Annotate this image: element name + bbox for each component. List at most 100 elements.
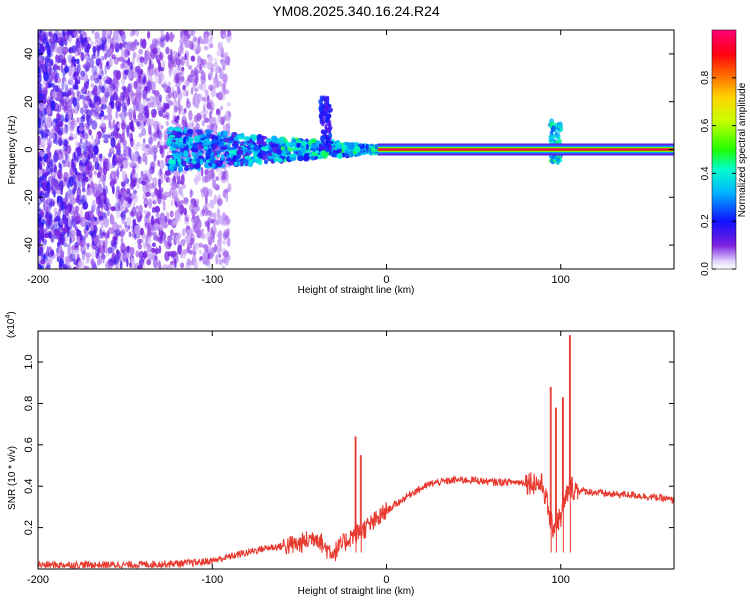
signal-cell xyxy=(211,148,216,152)
noise-cell xyxy=(112,92,118,101)
noise-cell xyxy=(156,237,161,243)
noise-cell xyxy=(173,115,177,122)
noise-cell xyxy=(82,113,86,119)
noise-cell xyxy=(53,189,56,198)
noise-cell xyxy=(221,176,227,184)
spectrogram-x-axis-label: Height of straight line (km) xyxy=(298,285,415,296)
noise-cell xyxy=(177,206,181,213)
noise-cell xyxy=(46,61,50,69)
spike-cell xyxy=(325,146,329,153)
noise-cell xyxy=(50,249,55,257)
spectrogram-x-tick-label: 0 xyxy=(383,274,389,286)
noise-cell xyxy=(44,200,48,212)
noise-cell xyxy=(225,192,229,203)
noise-cell xyxy=(227,30,232,37)
noise-cell xyxy=(196,86,200,92)
noise-cell xyxy=(109,147,115,153)
noise-cell xyxy=(68,204,75,215)
noise-cell xyxy=(208,84,214,91)
noise-cell xyxy=(38,135,41,146)
signal-cell xyxy=(209,159,215,165)
noise-cell xyxy=(203,117,210,123)
noise-cell xyxy=(38,97,43,103)
noise-cell xyxy=(75,37,80,44)
noise-cell xyxy=(152,200,157,205)
noise-cell xyxy=(190,43,194,50)
noise-cell xyxy=(146,258,152,266)
noise-cell xyxy=(111,250,115,261)
colorbar-tick-label: 0.4 xyxy=(700,166,711,180)
noise-cell xyxy=(77,62,81,74)
noise-cell xyxy=(89,57,95,69)
noise-cell xyxy=(117,201,121,212)
noise-cell xyxy=(44,227,48,233)
noise-cell xyxy=(91,65,98,76)
noise-cell xyxy=(126,98,130,105)
noise-cell xyxy=(198,249,202,255)
noise-cell xyxy=(144,155,148,166)
noise-cell xyxy=(99,245,106,255)
noise-cell xyxy=(47,45,51,51)
noise-cell xyxy=(80,206,83,218)
noise-cell xyxy=(205,194,208,205)
noise-cell xyxy=(142,101,147,107)
noise-cell xyxy=(114,79,120,89)
noise-cell xyxy=(78,165,84,171)
noise-cell xyxy=(97,254,102,263)
noise-cell xyxy=(136,181,140,189)
noise-cell xyxy=(157,141,161,148)
noise-cell xyxy=(119,229,126,236)
noise-cell xyxy=(203,244,207,252)
colorbar: 0.0 0.2 0.4 0.6 0.8 Normalized spectral ampl… xyxy=(700,29,748,276)
noise-cell xyxy=(40,259,46,265)
noise-cell xyxy=(202,104,206,112)
noise-cell xyxy=(69,164,75,176)
signal-cell xyxy=(300,140,307,147)
noise-cell xyxy=(195,242,199,252)
signal-cell xyxy=(230,149,238,155)
noise-cell xyxy=(82,98,86,106)
noise-cell xyxy=(66,157,72,168)
spike-cell xyxy=(325,117,330,124)
noise-cell xyxy=(159,36,165,42)
noise-cell xyxy=(90,135,94,140)
noise-cell xyxy=(64,255,71,266)
noise-cell xyxy=(63,105,70,114)
signal-cell xyxy=(358,143,363,147)
signal-cell xyxy=(184,158,189,162)
noise-cell xyxy=(227,237,231,247)
noise-cell xyxy=(79,138,83,144)
noise-cell xyxy=(154,205,161,214)
noise-cell xyxy=(142,242,146,249)
noise-cell xyxy=(137,156,142,164)
noise-cell xyxy=(76,64,81,75)
noise-cell xyxy=(83,151,89,158)
noise-cell xyxy=(64,114,69,123)
noise-cell xyxy=(158,76,163,86)
noise-cell xyxy=(204,168,209,176)
signal-cell xyxy=(354,146,361,153)
noise-cell xyxy=(58,202,62,213)
noise-cell xyxy=(84,211,90,221)
noise-cell xyxy=(119,165,123,173)
noise-cell xyxy=(67,180,71,190)
noise-cell xyxy=(216,232,221,239)
noise-cell xyxy=(197,93,202,104)
noise-cell xyxy=(59,54,63,61)
signal-cell xyxy=(271,135,277,143)
noise-cell xyxy=(67,218,72,228)
noise-cell xyxy=(58,36,62,43)
noise-cell xyxy=(185,100,191,109)
noise-cell xyxy=(100,239,104,247)
noise-cell xyxy=(142,93,146,103)
noise-cell xyxy=(55,137,59,146)
noise-cell xyxy=(103,134,110,140)
noise-cell xyxy=(69,234,76,243)
noise-cell xyxy=(127,70,133,80)
signal-cell xyxy=(205,139,211,145)
noise-cell xyxy=(170,250,177,258)
noise-cell xyxy=(212,179,217,189)
noise-cell xyxy=(189,205,193,211)
noise-cell xyxy=(45,251,48,257)
